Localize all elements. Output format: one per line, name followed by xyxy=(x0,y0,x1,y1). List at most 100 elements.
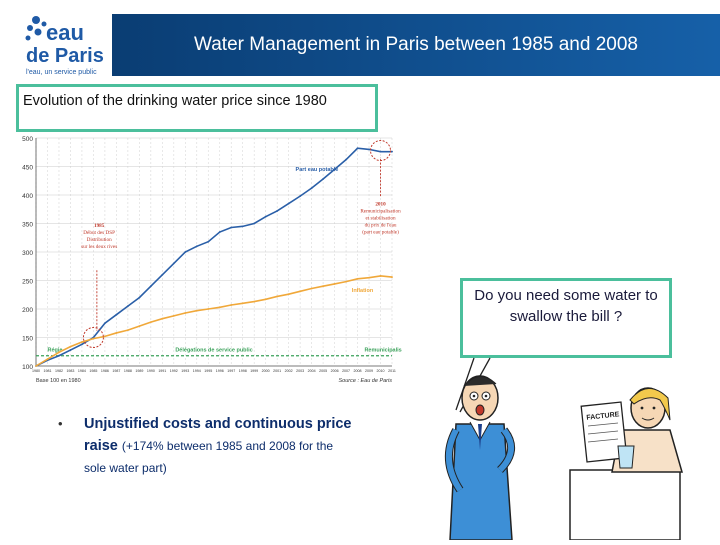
data-point xyxy=(287,202,290,205)
data-point xyxy=(126,329,129,331)
speech-callout: Do you need some water to swallow the bi… xyxy=(460,278,672,358)
annotation-2010-line: 2010 xyxy=(375,201,386,207)
data-point xyxy=(379,275,382,277)
data-point xyxy=(184,251,187,253)
y-tick-label: 100 xyxy=(22,364,33,371)
base-note: Base 100 en 1980 xyxy=(36,378,81,384)
data-point xyxy=(81,341,83,343)
x-tick-label: 2007 xyxy=(342,369,350,373)
data-point xyxy=(345,158,347,161)
x-tick-label: 2002 xyxy=(285,369,293,373)
man-figure xyxy=(444,375,515,541)
series-label: Part eau potable xyxy=(296,167,339,173)
data-point xyxy=(241,302,244,305)
data-point xyxy=(391,276,393,278)
regime-label: Délégations de service public xyxy=(175,348,252,354)
data-point xyxy=(161,273,164,276)
data-point xyxy=(379,150,382,153)
annotation-1985-line: sur les deux rives xyxy=(81,244,117,250)
x-tick-label: 1992 xyxy=(170,369,178,373)
series-line xyxy=(35,147,392,367)
x-tick-label: 1995 xyxy=(204,369,212,373)
data-point xyxy=(207,308,210,310)
x-tick-label: 1989 xyxy=(135,369,143,373)
data-point xyxy=(207,240,210,243)
bullet-text: Unjustified costs and continuous price r… xyxy=(84,416,352,475)
x-tick-label: 1999 xyxy=(250,369,258,373)
y-tick-label: 450 xyxy=(22,165,33,172)
y-tick-label: 500 xyxy=(22,136,33,143)
page-title: Water Management in Paris between 1985 a… xyxy=(194,34,638,55)
x-tick-label: 1982 xyxy=(55,369,63,373)
regime-label: Remunicipalis xyxy=(364,348,401,354)
logo-tagline: l'eau, un service public xyxy=(26,69,97,76)
data-point xyxy=(322,285,324,288)
x-tick-label: 1984 xyxy=(78,369,86,373)
chart-subtitle: Evolution of the drinking water price si… xyxy=(23,93,327,109)
data-point xyxy=(333,168,336,171)
x-tick-label: 1993 xyxy=(181,369,189,373)
x-tick-label: 2008 xyxy=(354,369,362,373)
data-point xyxy=(287,293,290,296)
bullet-detail: (+174% between 1985 and 2008 for the sol… xyxy=(84,438,334,475)
data-point xyxy=(310,287,313,290)
x-tick-label: 1985 xyxy=(89,369,97,373)
data-point xyxy=(58,354,60,357)
data-point xyxy=(356,277,359,280)
x-tick-label: 1988 xyxy=(124,369,132,373)
data-point xyxy=(391,150,393,153)
title-bar: Water Management in Paris between 1985 a… xyxy=(112,14,720,76)
x-tick-label: 2004 xyxy=(308,369,316,373)
data-point xyxy=(149,321,152,324)
x-tick-label: 2010 xyxy=(377,369,385,373)
data-point xyxy=(138,296,141,299)
water-glass xyxy=(617,445,635,469)
data-point xyxy=(264,215,267,218)
eau-de-paris-logo: eau de Paris l'eau, un service public xyxy=(20,10,112,78)
callout-text: Do you need some water to swallow the bi… xyxy=(474,287,658,325)
data-point xyxy=(195,245,198,248)
x-tick-label: 2011 xyxy=(388,369,396,373)
data-point xyxy=(218,231,221,233)
data-point xyxy=(172,262,175,265)
data-point xyxy=(253,300,256,303)
svg-text:eau: eau xyxy=(46,20,84,45)
annotation-2010-line: et stabilisation xyxy=(365,215,396,221)
data-point xyxy=(58,351,60,354)
invoice-paper: FACTURE xyxy=(580,401,628,463)
bullet-point: • Unjustified costs and continuous price… xyxy=(58,414,354,479)
water-price-chart: 100 150 200 250 300 350 400 450 500 1980 1981 1982 1… xyxy=(14,134,414,390)
annotation-1985-line: Distribution xyxy=(87,237,112,243)
x-tick-label: 1996 xyxy=(216,369,224,373)
data-point xyxy=(46,358,49,361)
regime-label: Régie xyxy=(47,348,62,354)
x-tick-label: 2000 xyxy=(262,369,270,373)
data-point xyxy=(126,305,129,308)
data-point xyxy=(230,304,233,306)
data-point xyxy=(161,317,164,320)
data-point xyxy=(356,147,359,150)
data-point xyxy=(276,295,279,298)
y-tick-label: 200 xyxy=(22,307,33,314)
x-tick-label: 2001 xyxy=(273,369,281,373)
source-note: Source : Eau de Paris xyxy=(338,378,392,384)
data-point xyxy=(368,276,370,279)
x-tick-label: 1991 xyxy=(158,369,166,373)
annotation-2010-line: (part eau potable) xyxy=(362,228,399,235)
cartoon-illustration: FACTURE xyxy=(420,360,720,541)
x-tick-label: 1981 xyxy=(43,369,51,373)
data-point xyxy=(218,306,221,309)
data-point xyxy=(299,195,302,198)
data-point xyxy=(104,335,106,338)
x-tick-label: 1980 xyxy=(32,369,40,373)
y-tick-label: 250 xyxy=(22,279,33,286)
data-point xyxy=(115,332,118,334)
x-tick-label: 2003 xyxy=(296,369,304,373)
data-point xyxy=(172,314,175,317)
annotation-1985-line: 1985 xyxy=(94,223,105,229)
x-tick-label: 1983 xyxy=(66,369,74,373)
data-point xyxy=(345,280,347,283)
data-point xyxy=(299,290,302,293)
x-tick-label: 2005 xyxy=(319,369,327,373)
